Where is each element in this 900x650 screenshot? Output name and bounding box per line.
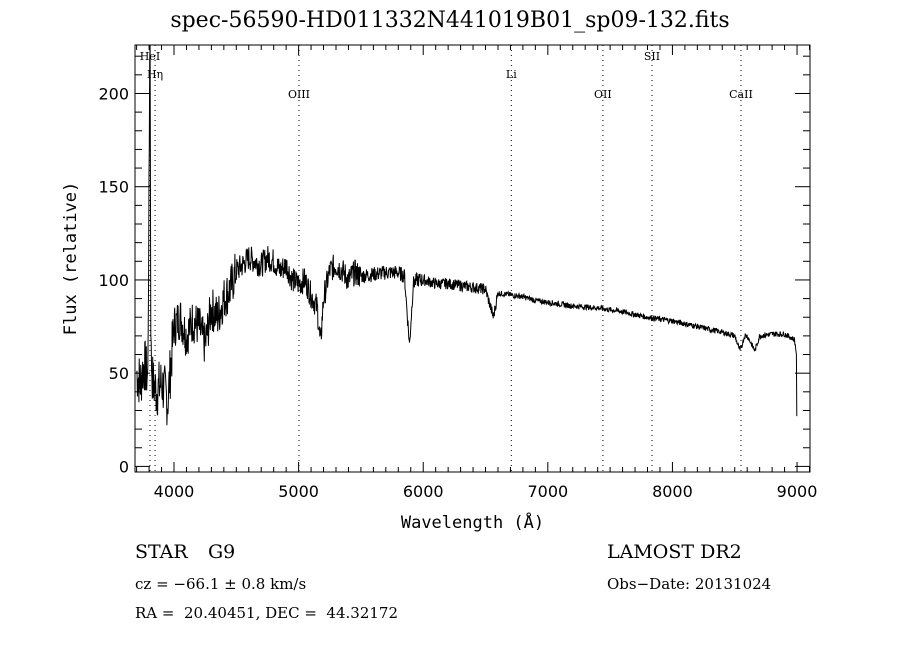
y-tick-label: 100 xyxy=(98,271,129,290)
x-axis-label: Wavelength (Å) xyxy=(401,511,544,533)
line-marker-label: Hη xyxy=(147,68,163,81)
line-marker-label: CaII xyxy=(729,88,753,101)
plot-frame xyxy=(134,44,811,473)
coordinates-text: RA = 20.40451, DEC = 44.32172 xyxy=(135,604,399,622)
x-tick-label: 4000 xyxy=(154,482,195,501)
redshift-text: cz = −66.1 ± 0.8 km/s xyxy=(135,575,307,593)
chart-title: spec-56590-HD011332N441019B01_sp09-132.f… xyxy=(170,8,730,33)
survey-label: LAMOST DR2 xyxy=(607,541,742,563)
x-tick-label: 5000 xyxy=(278,482,319,501)
y-tick-label: 50 xyxy=(109,364,129,383)
line-marker-label: Li xyxy=(506,68,517,81)
y-axis-label: Flux (relative) xyxy=(61,182,81,336)
x-tick-label: 8000 xyxy=(652,482,693,501)
y-tick-label: 200 xyxy=(98,84,129,103)
spectrum-line xyxy=(136,44,798,426)
line-marker-label: OII xyxy=(594,88,612,101)
x-tick-label: 6000 xyxy=(403,482,444,501)
obs-date-text: Obs−Date: 20131024 xyxy=(607,575,772,593)
object-subclass: G9 xyxy=(208,541,236,563)
line-marker-label: SII xyxy=(644,50,660,63)
x-tick-label: 7000 xyxy=(527,482,568,501)
x-tick-label: 9000 xyxy=(777,482,818,501)
y-tick-label: 0 xyxy=(119,457,129,476)
object-class: STAR xyxy=(135,541,188,563)
y-tick-label: 150 xyxy=(98,178,129,197)
line-marker-label: OIII xyxy=(288,88,310,101)
